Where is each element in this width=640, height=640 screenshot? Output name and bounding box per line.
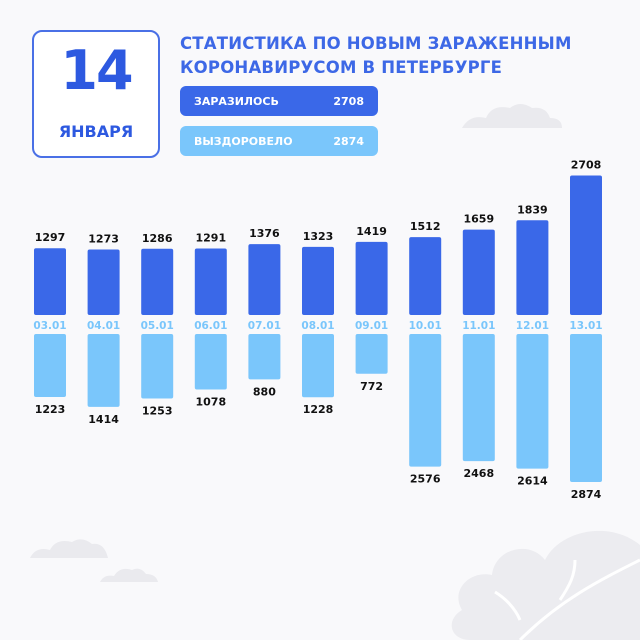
bar-infected-11.01 bbox=[462, 229, 495, 315]
date-card: 14 ЯНВАРЯ bbox=[32, 30, 160, 158]
label-infected-09.01: 1419 bbox=[356, 225, 387, 238]
label-infected-10.01: 1512 bbox=[410, 220, 441, 233]
bar-recovered-11.01 bbox=[462, 334, 495, 462]
label-infected-05.01: 1286 bbox=[142, 232, 173, 245]
label-infected-08.01: 1323 bbox=[303, 230, 334, 243]
date-label-13.01: 13.01 bbox=[569, 320, 602, 332]
legend-infected-label: ЗАРАЗИЛОСЬ bbox=[194, 94, 279, 108]
bar-recovered-08.01 bbox=[302, 334, 334, 398]
cloud-top-right-icon bbox=[462, 104, 562, 128]
date-month: ЯНВАРЯ bbox=[58, 122, 134, 141]
label-recovered-06.01: 1078 bbox=[195, 396, 226, 409]
cloud-bottom-left-icon bbox=[30, 539, 108, 558]
bar-infected-06.01 bbox=[194, 248, 227, 315]
date-label-03.01: 03.01 bbox=[33, 320, 66, 332]
label-recovered-08.01: 1228 bbox=[303, 403, 334, 416]
bar-recovered-05.01 bbox=[141, 334, 174, 399]
bar-infected-10.01 bbox=[409, 237, 442, 315]
date-label-06.01: 06.01 bbox=[194, 320, 227, 332]
bar-recovered-04.01 bbox=[87, 334, 120, 407]
date-label-05.01: 05.01 bbox=[141, 320, 174, 332]
date-label-08.01: 08.01 bbox=[301, 320, 334, 332]
date-label-07.01: 07.01 bbox=[248, 320, 281, 332]
date-label-10.01: 10.01 bbox=[409, 320, 442, 332]
bar-recovered-10.01 bbox=[409, 334, 442, 467]
bar-recovered-13.01 bbox=[570, 334, 602, 482]
title-line-1: СТАТИСТИКА ПО НОВЫМ ЗАРАЖЕННЫМ bbox=[180, 34, 572, 53]
bar-infected-04.01 bbox=[87, 249, 120, 315]
label-infected-13.01: 2708 bbox=[571, 159, 602, 172]
date-day: 14 bbox=[60, 39, 133, 102]
label-infected-07.01: 1376 bbox=[249, 227, 280, 240]
date-label-11.01: 11.01 bbox=[462, 320, 495, 332]
bar-infected-08.01 bbox=[302, 246, 334, 315]
bar-recovered-06.01 bbox=[194, 334, 227, 390]
leaf-small-icon bbox=[576, 592, 640, 640]
legend-recovered-label: ВЫЗДОРОВЕЛО bbox=[194, 134, 293, 148]
label-recovered-09.01: 772 bbox=[360, 380, 383, 393]
bar-recovered-07.01 bbox=[248, 334, 281, 380]
label-recovered-11.01: 2468 bbox=[463, 467, 494, 480]
bar-infected-07.01 bbox=[248, 244, 281, 315]
title-line-2: КОРОНАВИРУСОМ В ПЕТЕРБУРГЕ bbox=[180, 58, 503, 77]
bar-infected-12.01 bbox=[516, 220, 549, 315]
label-recovered-03.01: 1223 bbox=[35, 403, 66, 416]
label-infected-04.01: 1273 bbox=[88, 232, 119, 245]
label-infected-11.01: 1659 bbox=[463, 213, 494, 226]
label-infected-06.01: 1291 bbox=[195, 232, 226, 245]
label-recovered-07.01: 880 bbox=[253, 385, 276, 398]
bar-infected-09.01 bbox=[355, 241, 388, 315]
date-label-12.01: 12.01 bbox=[516, 320, 549, 332]
date-label-04.01: 04.01 bbox=[87, 320, 120, 332]
bar-recovered-09.01 bbox=[355, 334, 388, 374]
legend-recovered-value: 2874 bbox=[333, 134, 364, 148]
bar-recovered-12.01 bbox=[516, 334, 549, 469]
legend-recovered: ВЫЗДОРОВЕЛО 2874 bbox=[180, 126, 378, 156]
label-recovered-05.01: 1253 bbox=[142, 405, 173, 418]
label-infected-03.01: 1297 bbox=[35, 231, 66, 244]
label-recovered-12.01: 2614 bbox=[517, 475, 548, 488]
cloud-bottom-mid-icon bbox=[100, 568, 158, 582]
bar-infected-13.01 bbox=[570, 175, 602, 315]
label-recovered-04.01: 1414 bbox=[88, 413, 119, 426]
legend-infected: ЗАРАЗИЛОСЬ 2708 bbox=[180, 86, 378, 116]
label-infected-12.01: 1839 bbox=[517, 203, 548, 216]
label-recovered-13.01: 2874 bbox=[571, 488, 602, 501]
bar-recovered-03.01 bbox=[34, 334, 66, 397]
bar-infected-05.01 bbox=[141, 248, 174, 315]
page-title: СТАТИСТИКА ПО НОВЫМ ЗАРАЖЕННЫМ КОРОНАВИР… bbox=[180, 32, 620, 80]
date-label-09.01: 09.01 bbox=[355, 320, 388, 332]
label-recovered-10.01: 2576 bbox=[410, 473, 441, 486]
legend-infected-value: 2708 bbox=[333, 94, 364, 108]
bar-infected-03.01 bbox=[34, 248, 66, 315]
